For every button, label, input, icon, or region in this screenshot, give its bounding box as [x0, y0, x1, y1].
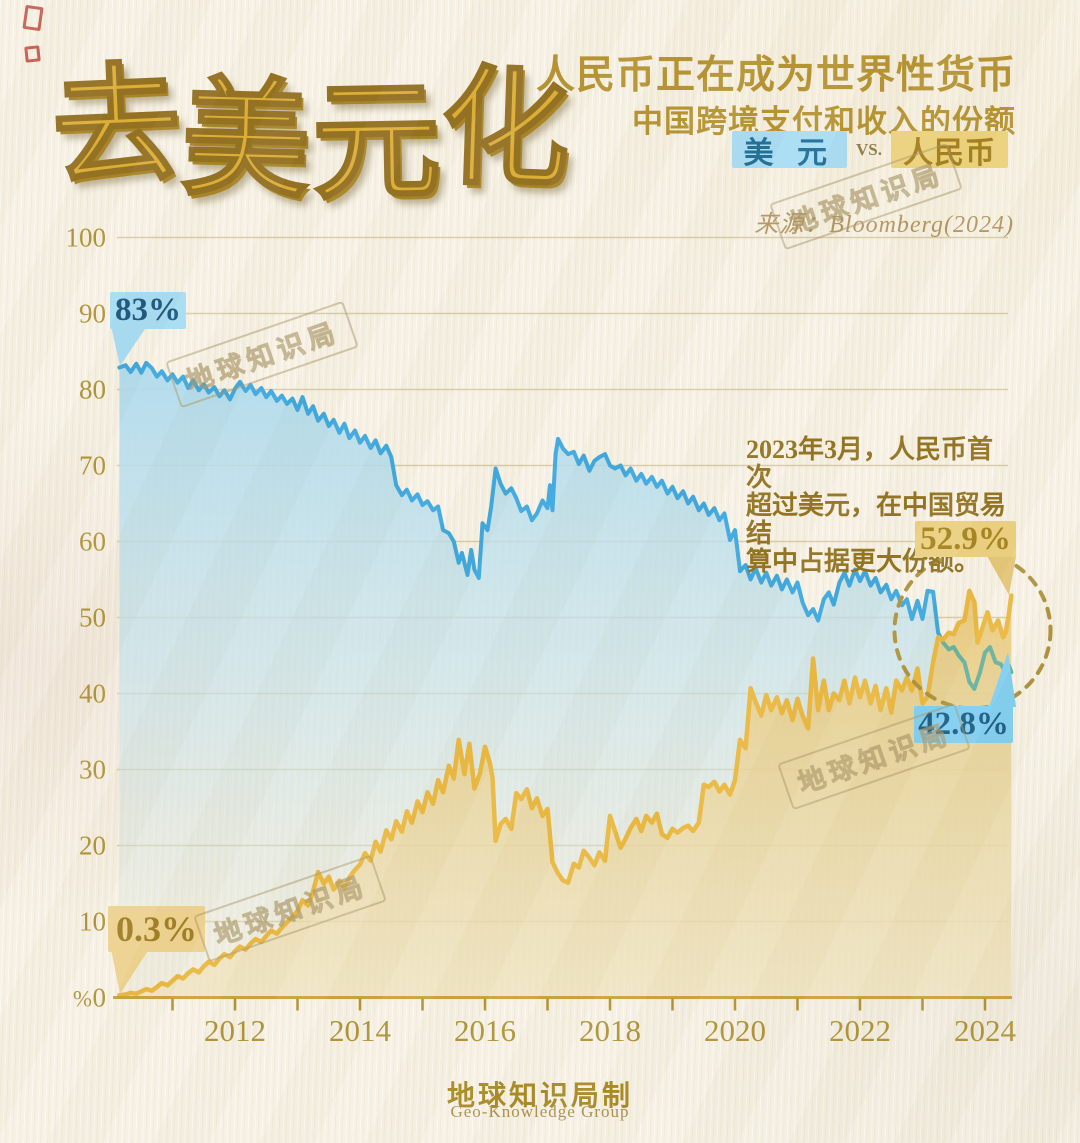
svg-text:2020: 2020 — [704, 1013, 766, 1048]
subtitle-line1: 人民币正在成为世界性货币 — [535, 54, 1016, 97]
svg-text:2024: 2024 — [954, 1013, 1017, 1048]
red-seal-mark — [22, 4, 44, 32]
credit-cn: 地球知识局制 — [446, 1081, 633, 1112]
usd-end-tag-pointer — [989, 652, 1016, 707]
title-char: 去 — [48, 52, 187, 202]
usd-line — [117, 360, 1014, 691]
axis-labels: 0 10 20 30 40 50 60 70 80 90 100% 2012 2014 2016 2018 2… — [66, 223, 1017, 1049]
rmb-end-value-tag: 52.9% — [915, 521, 1016, 557]
page-title: 去美元化 — [48, 22, 575, 216]
legend-vs-label: VS. — [856, 139, 882, 159]
rmb-area — [119, 590, 1012, 998]
legend-rmb-chip: 人民币 — [891, 131, 1008, 170]
rmb-line — [117, 588, 1014, 998]
svg-text:70: 70 — [79, 451, 106, 481]
crossover-annotation: 2023年3月，人民币首次 超过美元，在中国贸易结 算中占据更大份额。 — [746, 435, 1007, 576]
svg-text:2014: 2014 — [329, 1013, 392, 1048]
data-source: 来源：Bloomberg(2024) — [754, 212, 1014, 238]
title-char: 元 — [310, 70, 445, 217]
svg-text:40: 40 — [79, 679, 106, 709]
svg-text:90: 90 — [79, 299, 106, 329]
svg-text:%: % — [73, 987, 92, 1012]
svg-text:80: 80 — [79, 375, 106, 405]
usd-start-value-tag: 83% — [110, 292, 186, 329]
svg-text:30: 30 — [79, 755, 106, 785]
rmb-end-tag-pointer — [987, 556, 1016, 595]
legend: 美 元 VS. 人民币 — [731, 131, 1008, 170]
svg-text:0: 0 — [93, 983, 107, 1013]
title-char: 美 — [179, 67, 315, 215]
x-axis — [113, 996, 1012, 1011]
credit-en: Geo-Knowledge Group — [450, 1102, 630, 1121]
legend-usd-chip: 美 元 — [731, 131, 848, 170]
svg-text:2018: 2018 — [579, 1013, 641, 1048]
svg-text:2022: 2022 — [829, 1013, 891, 1048]
svg-text:2016: 2016 — [454, 1013, 516, 1048]
svg-text:50: 50 — [79, 603, 106, 633]
rmb-start-tag-pointer — [111, 949, 149, 994]
usd-start-tag-pointer — [111, 326, 147, 366]
svg-text:20: 20 — [79, 831, 106, 861]
rmb-start-value-tag: 0.3% — [108, 906, 205, 952]
svg-text:10: 10 — [79, 907, 106, 937]
svg-text:60: 60 — [79, 527, 106, 557]
svg-text:100: 100 — [66, 223, 107, 253]
usd-end-value-tag: 42.8% — [914, 706, 1013, 743]
red-seal-mark — [24, 45, 41, 63]
svg-text:2012: 2012 — [204, 1013, 266, 1048]
